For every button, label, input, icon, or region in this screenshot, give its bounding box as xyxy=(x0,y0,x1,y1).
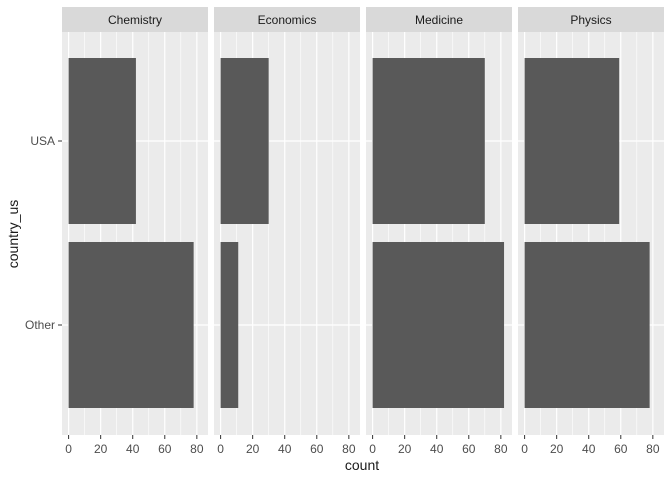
x-tick-label: 40 xyxy=(278,442,292,456)
bar-physics-other xyxy=(524,242,650,408)
bar-chemistry-usa xyxy=(68,58,136,224)
x-tick-label: 60 xyxy=(158,442,172,456)
x-tick-label: 60 xyxy=(462,442,476,456)
bar-economics-other xyxy=(220,242,239,408)
x-tick-label: 60 xyxy=(310,442,324,456)
facet-panel-economics: Economics 0 20 40 60 80 xyxy=(214,7,360,456)
x-tick-label: 20 xyxy=(550,442,564,456)
x-tick-label: 20 xyxy=(246,442,260,456)
x-tick-label: 80 xyxy=(342,442,356,456)
y-axis-title: country_us xyxy=(5,200,21,268)
facet-panel-chemistry: Chemistry 0 20 40 60 80 xyxy=(62,7,208,456)
facet-label: Physics xyxy=(570,13,611,27)
x-tick-label: 80 xyxy=(646,442,660,456)
bar-economics-usa xyxy=(220,58,269,224)
x-tick-label: 0 xyxy=(65,442,72,456)
bar-chemistry-other xyxy=(68,242,194,408)
x-tick-label: 0 xyxy=(369,442,376,456)
facet-panel-medicine: Medicine 0 20 40 60 80 xyxy=(366,7,512,456)
bar-medicine-usa xyxy=(372,58,485,224)
x-tick-label: 40 xyxy=(430,442,444,456)
bar-physics-usa xyxy=(524,58,620,224)
x-axis-title: count xyxy=(345,457,379,473)
x-tick-label: 40 xyxy=(582,442,596,456)
facet-strip xyxy=(518,7,664,32)
x-tick-label: 0 xyxy=(521,442,528,456)
x-tick-label: 20 xyxy=(94,442,108,456)
facet-strip xyxy=(62,7,208,32)
x-tick-label: 80 xyxy=(494,442,508,456)
x-tick-label: 40 xyxy=(126,442,140,456)
x-tick-label: 20 xyxy=(398,442,412,456)
facet-label: Economics xyxy=(258,13,317,27)
facet-label: Medicine xyxy=(415,13,463,27)
facet-label: Chemistry xyxy=(108,13,162,27)
bar-medicine-other xyxy=(372,242,505,408)
x-tick-label: 80 xyxy=(190,442,204,456)
y-tick-label: USA xyxy=(30,134,55,148)
y-axis: USA Other xyxy=(25,134,62,332)
facet-strip xyxy=(366,7,512,32)
y-tick-label: Other xyxy=(25,318,55,332)
x-tick-label: 0 xyxy=(217,442,224,456)
x-tick-label: 60 xyxy=(614,442,628,456)
facet-strip xyxy=(214,7,360,32)
facet-panel-physics: Physics 0 20 40 60 80 xyxy=(518,7,664,456)
